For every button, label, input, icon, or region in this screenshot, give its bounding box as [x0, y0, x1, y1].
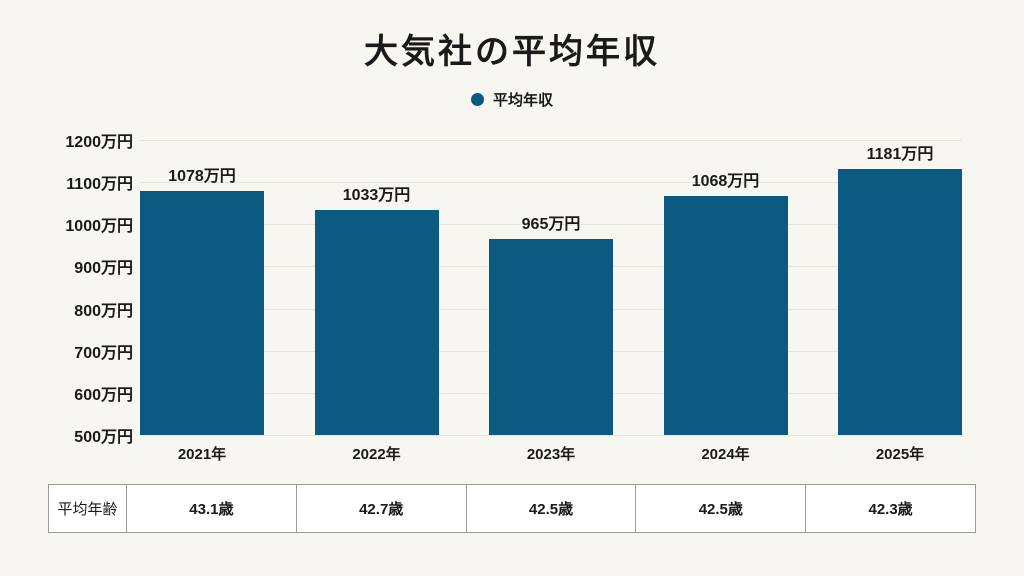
bar-column: 1078万円 2021年 — [140, 140, 264, 463]
y-axis-tick-label: 1000万円 — [65, 218, 133, 236]
age-table-cell: 42.5歳 — [465, 484, 637, 533]
bar-column: 1033万円 2022年 — [314, 140, 439, 463]
age-table-cell: 43.1歳 — [126, 484, 297, 533]
gridline — [140, 182, 962, 184]
bar-value-label: 1181万円 — [866, 146, 934, 163]
gridline — [140, 224, 962, 226]
y-axis-tick-label: 900万円 — [74, 260, 133, 278]
chart-title: 大気社の平均年収 — [364, 33, 660, 71]
y-axis-tick-label: 700万円 — [74, 344, 133, 362]
bar[interactable] — [838, 169, 962, 435]
gridline — [140, 140, 962, 141]
bar-value-label: 1033万円 — [342, 187, 411, 205]
x-axis-label: 2022年 — [352, 446, 401, 463]
x-axis-label: 2024年 — [701, 446, 750, 463]
y-axis-tick-label: 600万円 — [74, 386, 133, 404]
bar-value-label: 1068万円 — [691, 172, 760, 190]
y-axis-tick-label: 1100万円 — [66, 176, 133, 194]
age-table-cell: 42.5歳 — [635, 484, 807, 533]
bar-column: 1068万円 2024年 — [663, 140, 788, 463]
gridline — [140, 435, 962, 436]
bar[interactable] — [663, 195, 788, 435]
bar[interactable] — [140, 191, 264, 435]
bar-series: 1078万円 2021年 1033万円 2022年 965万円 2023年 1068万円 20… — [140, 140, 962, 463]
x-axis-label: 2021年 — [177, 446, 227, 463]
bar-column: 1181万円 2025年 — [838, 140, 962, 463]
bar-value-label: 1078万円 — [168, 168, 236, 186]
legend-marker-icon — [470, 93, 484, 106]
x-axis-label: 2025年 — [875, 446, 925, 463]
plot-area: 1078万円 2021年 1033万円 2022年 965万円 2023年 1068万円 20… — [140, 140, 962, 463]
y-axis: 1200万円 1100万円 1000万円 900万円 800万円 700万円 600万円 50… — [0, 134, 133, 446]
y-axis-tick-label: 800万円 — [74, 302, 133, 320]
bar[interactable] — [314, 210, 439, 435]
x-axis-label: 2023年 — [526, 446, 576, 463]
bar-column: 965万円 2023年 — [489, 140, 613, 463]
age-table-cell: 42.7歳 — [295, 484, 467, 533]
legend: 平均年収 — [0, 89, 1024, 110]
bar-value-label: 965万円 — [521, 216, 581, 234]
age-table: 平均年齢 43.1歳 42.7歳 42.5歳 42.5歳 42.3歳 — [48, 484, 976, 533]
age-table-cell: 42.3歳 — [805, 484, 976, 533]
age-table-row-label: 平均年齢 — [48, 484, 127, 533]
y-axis-tick-label: 1200万円 — [65, 134, 133, 151]
y-axis-tick-label: 500万円 — [74, 429, 133, 446]
legend-label: 平均年収 — [492, 92, 553, 109]
bar[interactable] — [489, 239, 613, 435]
